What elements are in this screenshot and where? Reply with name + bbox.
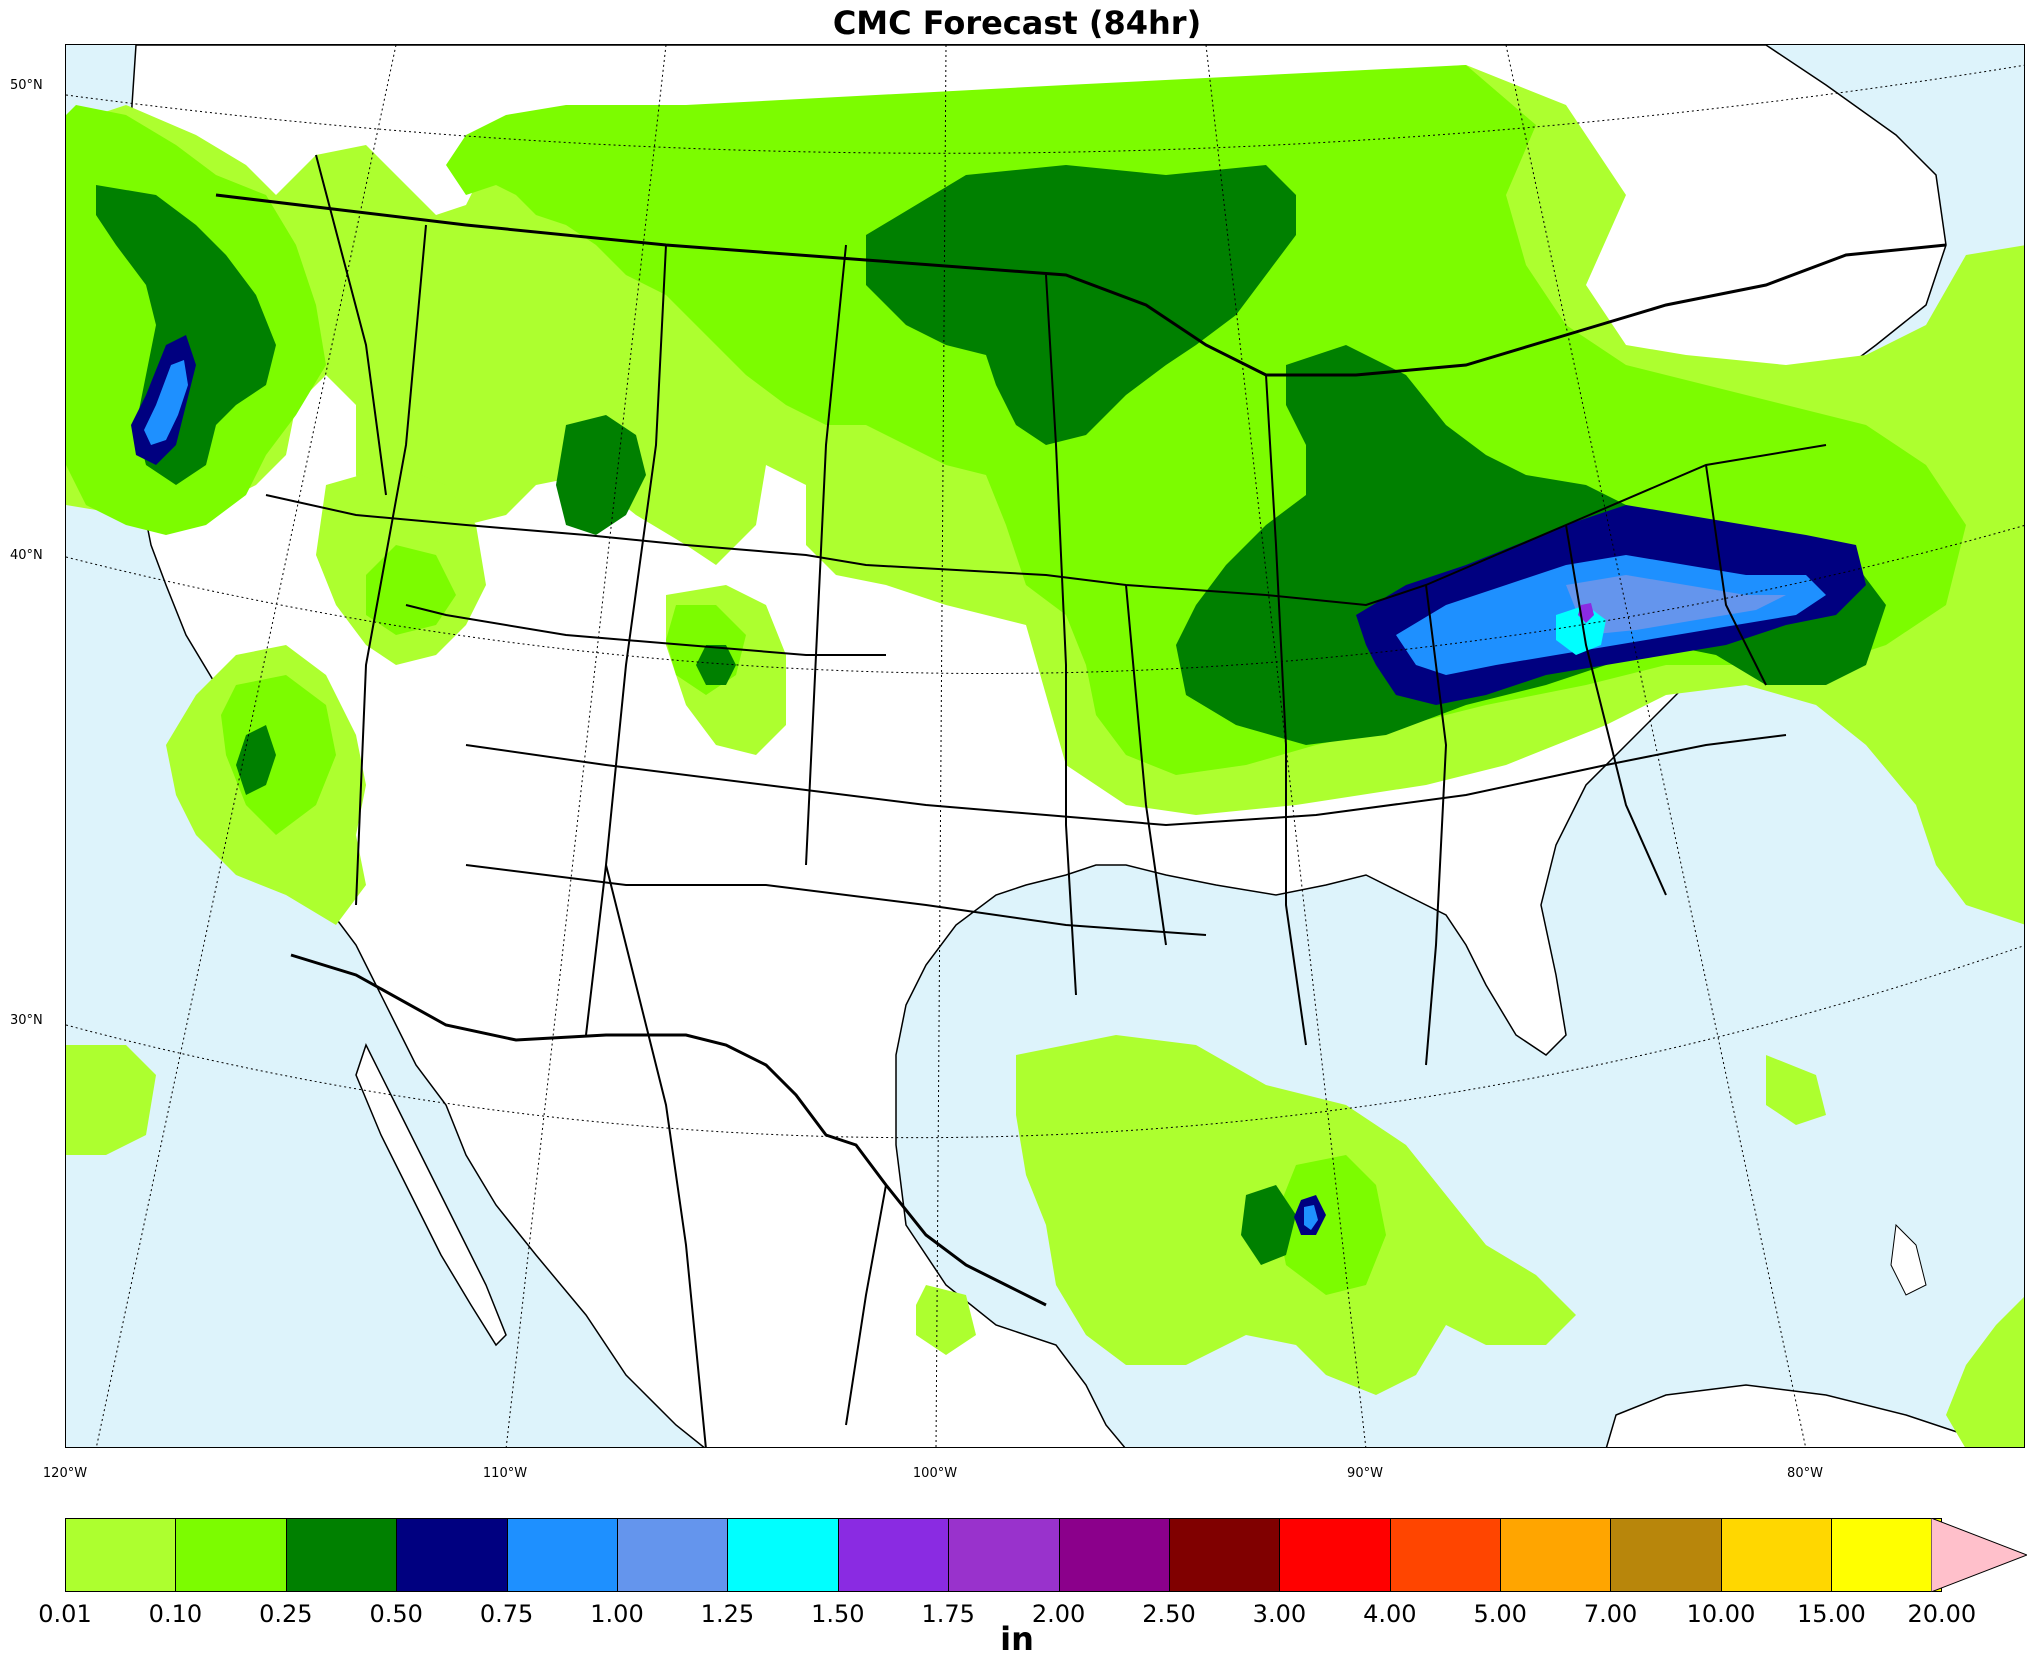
- colorbar-segment: [1279, 1518, 1390, 1592]
- colorbar-tick-label: 1.00: [590, 1600, 644, 1628]
- precip-area: [144, 360, 188, 445]
- parallel-30: [66, 945, 2024, 1139]
- map-canvas: [66, 45, 2024, 1447]
- meridian-90: [1205, 45, 1367, 1447]
- colorbar-segment: [727, 1518, 838, 1592]
- meridian-100: [935, 45, 947, 1447]
- colorbar-segment: [1389, 1518, 1501, 1592]
- baja-peninsula: [355, 1043, 507, 1347]
- state-border: [1705, 464, 1767, 686]
- colorbar: [65, 1518, 1942, 1592]
- colorbar-tick-label: 2.00: [1031, 1600, 1086, 1628]
- state-border: [265, 494, 1267, 596]
- colorbar-tick-label: 0.25: [259, 1600, 313, 1628]
- meridian-110: [505, 45, 667, 1447]
- precip-area: [1766, 1055, 1826, 1125]
- state-border: [405, 604, 886, 656]
- precip-area: [866, 165, 1296, 445]
- precipitation-map[interactable]: [65, 44, 2025, 1448]
- colorbar-tick-label: 1.50: [811, 1600, 865, 1628]
- colorbar-units: in: [1000, 1620, 1034, 1658]
- precip-area: [1566, 575, 1786, 635]
- colorbar-tick-label: 0.75: [479, 1600, 534, 1628]
- precip-area: [1556, 605, 1606, 655]
- lon-label-120: 120°W: [42, 1466, 88, 1481]
- lon-label-80: 80°W: [1787, 1466, 1823, 1481]
- precip-area: [66, 1045, 156, 1155]
- parallel-50: [66, 64, 2024, 154]
- state-border: [805, 244, 847, 866]
- state-border: [465, 734, 1787, 827]
- precip-area: [556, 415, 646, 535]
- colorbar-tick-label: 0.10: [148, 1600, 203, 1628]
- precip-area: [1276, 1155, 1386, 1295]
- precip-area: [916, 1285, 976, 1355]
- colorbar-tick-label: 7.00: [1583, 1600, 1638, 1628]
- colorbar-segment: [285, 1518, 397, 1592]
- colorbar-tick-label: 4.00: [1363, 1600, 1417, 1628]
- colorbar-tick-label: 10.00: [1686, 1600, 1756, 1628]
- lat-label-50: 50°N: [10, 78, 43, 93]
- graticule: [66, 45, 2024, 1447]
- colorbar-segment: [175, 1518, 286, 1592]
- colorbar-segment: [65, 1518, 176, 1592]
- colorbar-segment: [1610, 1518, 1721, 1592]
- colorbar-segment: [837, 1518, 949, 1592]
- state-border: [1425, 584, 1448, 1066]
- colorbar-segment: [1168, 1518, 1280, 1592]
- cuba: [1605, 1384, 2024, 1447]
- lon-label-100: 100°W: [912, 1466, 958, 1481]
- meridian-80: [1505, 45, 1807, 1447]
- colorbar-tick-label: 0.01: [38, 1600, 92, 1628]
- lat-label-30: 30°N: [10, 1013, 43, 1028]
- precip-area: [696, 645, 736, 685]
- state-border: [1045, 274, 1077, 996]
- colorbar-extend-arrow: [1931, 1518, 2027, 1592]
- precip-1.00-layer: [1566, 575, 1786, 635]
- lon-label-110: 110°W: [482, 1466, 528, 1481]
- precip-1.25-layer: [1556, 605, 1606, 655]
- colorbar-tick-label: 5.00: [1473, 1600, 1527, 1628]
- lon-label-90: 90°W: [1347, 1466, 1383, 1481]
- colorbar-tick-label: 3.00: [1252, 1600, 1307, 1628]
- state-border: [585, 244, 667, 1036]
- colorbar-segment: [1720, 1518, 1832, 1592]
- precip-area: [1304, 1205, 1318, 1230]
- precip-area: [236, 725, 276, 795]
- colorbar-segment: [1831, 1518, 1942, 1592]
- colorbar-segment: [506, 1518, 617, 1592]
- colorbar-segment: [616, 1518, 728, 1592]
- precip-area: [221, 675, 336, 835]
- meridian-120: [95, 45, 397, 1447]
- colorbar-tick-label: 1.75: [921, 1600, 975, 1628]
- state-border: [1265, 444, 1827, 607]
- colorbar-segment: [1500, 1518, 1611, 1592]
- us-mexico-border: [290, 953, 1047, 1307]
- colorbar-segment: [396, 1518, 507, 1592]
- map-title: CMC Forecast (84hr): [832, 4, 1202, 42]
- state-border: [355, 224, 427, 906]
- state-border: [315, 154, 387, 496]
- state-border: [845, 1184, 887, 1426]
- border-layer: [215, 154, 1947, 1447]
- state-border: [1125, 584, 1167, 946]
- colorbar-tick-label: 20.00: [1907, 1600, 1977, 1628]
- florida-keys-islands: [1890, 1223, 1927, 1296]
- colorbar-tick-label: 2.50: [1142, 1600, 1196, 1628]
- lat-label-40: 40°N: [10, 548, 43, 563]
- colorbar-segment: [1058, 1518, 1169, 1592]
- colorbar-tick-label: 15.00: [1797, 1600, 1866, 1628]
- precip-area: [1241, 1185, 1296, 1265]
- colorbar-tick-label: 0.50: [369, 1600, 423, 1628]
- state-border: [1265, 374, 1307, 1046]
- state-border: [465, 864, 1207, 936]
- colorbar-tick-label: 1.25: [700, 1600, 755, 1628]
- state-border: [605, 864, 707, 1447]
- colorbar-segment: [948, 1518, 1059, 1592]
- state-border: [1565, 524, 1667, 896]
